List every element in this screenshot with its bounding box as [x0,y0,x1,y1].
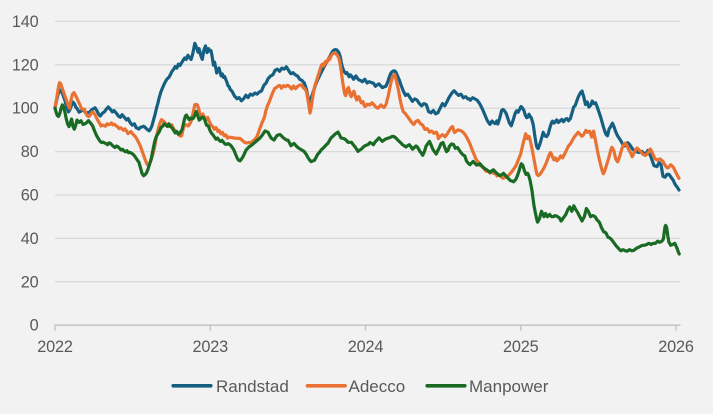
svg-text:2025: 2025 [503,338,539,356]
svg-text:80: 80 [21,143,39,161]
svg-text:100: 100 [12,100,39,118]
svg-text:40: 40 [21,230,39,248]
svg-text:140: 140 [12,13,39,31]
svg-text:2022: 2022 [37,338,73,356]
svg-text:Manpower: Manpower [469,377,549,396]
svg-text:120: 120 [12,56,39,74]
svg-text:2024: 2024 [348,338,384,356]
svg-text:20: 20 [21,273,39,291]
svg-text:2026: 2026 [658,338,694,356]
svg-text:60: 60 [21,187,39,205]
svg-text:Adecco: Adecco [349,377,406,396]
svg-text:Randstad: Randstad [216,377,289,396]
svg-text:2023: 2023 [193,338,229,356]
svg-text:0: 0 [30,317,39,335]
